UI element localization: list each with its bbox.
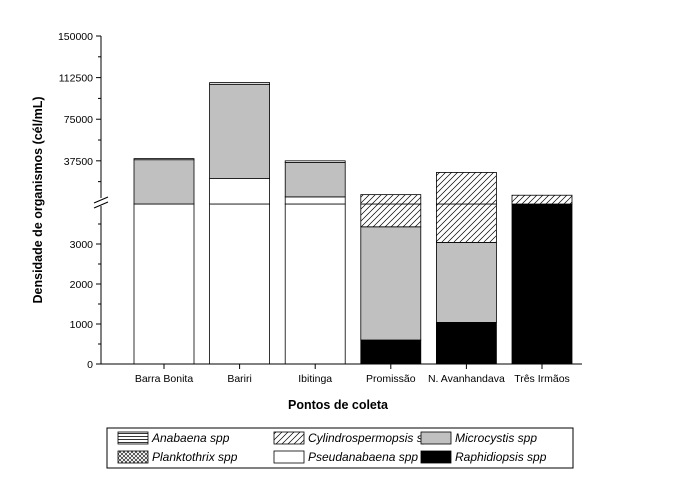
legend-label: Anabaena spp xyxy=(151,431,230,445)
bar-stack-5 xyxy=(511,194,573,365)
y-tick-label: 37500 xyxy=(64,156,93,168)
bar-segment xyxy=(209,178,271,205)
x-tick-label: N. Avanhandava xyxy=(428,373,505,385)
ticks-group: Barra Bonita Bariri Ibitinga Promissão N. Av… xyxy=(58,31,570,385)
bar-segment xyxy=(435,172,497,205)
bar-segment xyxy=(209,203,271,365)
bar-segment xyxy=(284,203,346,365)
y-tick-label: 150000 xyxy=(58,31,93,43)
y-tick-label: 1000 xyxy=(70,319,94,331)
bar-segment xyxy=(209,83,271,179)
axes-group xyxy=(93,36,582,365)
bar-segment xyxy=(360,339,422,365)
axis-break-mark-2 xyxy=(93,201,109,209)
legend-swatch xyxy=(420,450,452,464)
bar-segment xyxy=(133,203,195,365)
legend-swatch xyxy=(273,450,305,464)
bars-group xyxy=(133,82,573,365)
bar-segment xyxy=(360,194,422,205)
x-tick-label: Promissão xyxy=(366,373,416,385)
x-tick-label: Barra Bonita xyxy=(135,373,194,385)
bar-segment xyxy=(435,241,497,323)
legend-label: Microcystis spp xyxy=(455,431,537,445)
legend-label: Raphidiopsis spp xyxy=(455,450,547,464)
x-tick-label: Ibitinga xyxy=(298,373,332,385)
bar-stack-4 xyxy=(435,172,497,365)
bar-segment xyxy=(284,162,346,198)
legend-swatch xyxy=(117,431,149,445)
bar-segment xyxy=(360,203,422,228)
y-tick-label: 3000 xyxy=(70,239,94,251)
axis-break-mark-1 xyxy=(93,196,109,204)
bar-segment xyxy=(133,159,195,205)
y-tick-label: 112500 xyxy=(59,73,93,85)
bar-segment xyxy=(435,321,497,365)
legend: Anabaena spp Cylindrospermopsis sp Microcy… xyxy=(106,427,574,469)
x-tick-label: Bariri xyxy=(227,373,252,385)
y-axis-title: Densidade de organismos (cél/mL) xyxy=(31,97,45,304)
bar-segment xyxy=(133,158,195,161)
bar-stack-1 xyxy=(209,82,271,365)
x-axis-title: Pontos de coleta xyxy=(288,398,389,412)
bar-stack-2 xyxy=(284,160,346,365)
bar-segment xyxy=(284,160,346,163)
legend-label: Cylindrospermopsis sp xyxy=(308,431,430,445)
bar-segment xyxy=(511,194,573,205)
bar-segment xyxy=(511,203,573,365)
y-tick-label: 2000 xyxy=(70,279,94,291)
bar-segment xyxy=(284,196,346,205)
legend-box xyxy=(106,427,574,469)
legend-swatch xyxy=(273,431,305,445)
y-tick-label: 0 xyxy=(87,359,93,371)
bar-segment xyxy=(435,203,497,243)
bar-segment xyxy=(360,226,422,341)
bar-stack-0 xyxy=(133,158,195,365)
bar-stack-3 xyxy=(360,194,422,365)
legend-label: Planktothrix spp xyxy=(152,450,238,464)
x-tick-label: Três Irmãos xyxy=(514,373,570,385)
y-tick-label: 75000 xyxy=(64,114,93,126)
legend-swatch xyxy=(117,450,149,464)
legend-swatch xyxy=(420,431,452,445)
bar-segment xyxy=(209,82,271,85)
legend-label: Pseudanabaena spp xyxy=(308,450,418,464)
